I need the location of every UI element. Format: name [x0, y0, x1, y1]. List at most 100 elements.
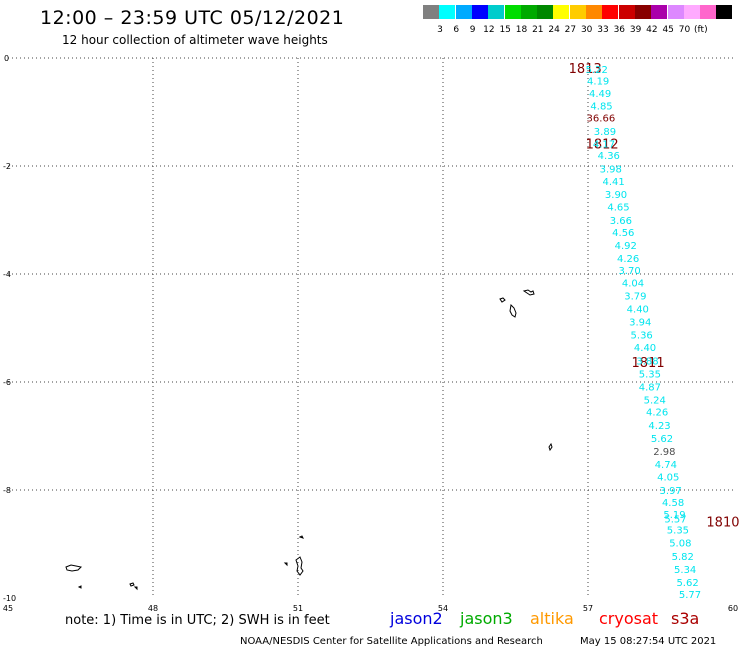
- scale-swatch: [488, 5, 505, 19]
- scale-tick-label: 15: [499, 25, 511, 35]
- wave-height-value: 3.89: [594, 127, 616, 138]
- map-title: 12:00 – 23:59 UTC 05/12/2021: [40, 7, 345, 29]
- axis-tick-labels: 45 48 51 54 57 60 0 -2 -4 -6 -8 -10: [3, 54, 738, 613]
- scale-swatch: [716, 5, 733, 19]
- island: [283, 562, 288, 567]
- scale-swatch: [537, 5, 554, 19]
- scale-swatch: [586, 5, 602, 19]
- satellite-legend-jason3: jason3: [460, 609, 513, 628]
- wave-height-value: 3.88: [636, 356, 658, 367]
- satellite-legend-altika: altika: [530, 609, 574, 628]
- wave-height-value: 5.35: [639, 369, 661, 380]
- longitude-tick-label: 57: [583, 604, 593, 613]
- orbit-track-label: 1811: [632, 356, 665, 371]
- scale-swatch: [700, 5, 717, 19]
- latitude-tick-label: -2: [3, 162, 11, 171]
- wave-height-value: 5.35: [667, 525, 689, 536]
- scale-tick-label: 42: [646, 25, 658, 35]
- scale-tick-label: 24: [548, 25, 560, 35]
- scale-tick-label: 39: [629, 25, 642, 35]
- scale-tick-label: 9: [469, 25, 476, 35]
- island: [499, 297, 506, 303]
- wave-height-value: 4.65: [607, 203, 629, 214]
- latitude-tick-label: 0: [4, 54, 9, 63]
- orbit-track-label: 1810: [706, 515, 739, 530]
- wave-height-value: 4.85: [590, 102, 612, 113]
- wave-height-value: 4.05: [657, 473, 679, 484]
- scale-tick-label: 27: [564, 25, 577, 35]
- scale-tick-label: 18: [515, 25, 528, 35]
- wave-height-value: 4.23: [648, 421, 670, 432]
- orbit-track-labels: 1813 1812 1811 1810: [569, 62, 740, 531]
- island: [65, 564, 83, 572]
- scale-swatch: [618, 5, 635, 19]
- wave-height-value: 4.26: [617, 254, 639, 265]
- wave-height-value: 4.58: [662, 498, 684, 509]
- latitude-tick-label: -8: [3, 486, 11, 495]
- scale-swatch: [553, 5, 570, 19]
- wave-height-value: 3.94: [629, 318, 651, 329]
- wave-height-value: 4.17: [593, 139, 615, 150]
- wave-height-value: 5.08: [669, 538, 691, 549]
- longitude-tick-label: 60: [728, 604, 738, 613]
- orbit-track-label: 1813: [569, 62, 602, 77]
- wave-height-value: 5.36: [631, 330, 653, 341]
- units-note: note: 1) Time is in UTC; 2) SWH is in fe…: [65, 613, 330, 628]
- wave-height-value: 3.90: [605, 190, 627, 201]
- longitude-tick-label: 48: [148, 604, 158, 613]
- wave-height-value: 4.41: [603, 177, 625, 188]
- wave-height-value: 5.77: [679, 590, 701, 601]
- wave-height-value: 4.40: [627, 305, 649, 316]
- wave-height-value: 4.56: [612, 228, 634, 239]
- wave-height-value: 5.22: [586, 65, 608, 76]
- island: [133, 586, 138, 591]
- wave-height-value: 5.24: [644, 395, 666, 406]
- scale-swatch: [651, 5, 668, 19]
- wave-height-value: 3.66: [610, 216, 632, 227]
- wave-height-value: 4.74: [655, 460, 677, 471]
- latitude-tick-label: -6: [3, 378, 11, 387]
- longitude-tick-label: 54: [438, 604, 448, 613]
- credit-line: NOAA/NESDIS Center for Satellite Applica…: [240, 636, 543, 647]
- scale-swatch: [455, 5, 472, 19]
- satellite-legend-s3a: s3a: [671, 609, 700, 628]
- scale-swatch: [634, 5, 651, 19]
- scale-swatch: [439, 5, 456, 19]
- map-subtitle: 12 hour collection of altimeter wave hei…: [62, 33, 328, 47]
- scale-tick-label: 33: [597, 25, 609, 35]
- wave-height-value: 5.62: [651, 434, 673, 445]
- wave-height-readings: 5.224.194.494.8536.663.894.174.363.984.4…: [586, 65, 702, 601]
- orbit-track-label: 1812: [586, 137, 619, 152]
- wave-height-value: 4.19: [587, 77, 609, 88]
- scale-tick-label: 70: [678, 25, 691, 35]
- scale-tick-label: 36: [613, 25, 626, 35]
- scale-tick-label: 6: [453, 25, 460, 35]
- wave-height-value: 5.57: [664, 515, 686, 526]
- latitude-tick-label: -10: [3, 594, 16, 603]
- island: [129, 582, 135, 587]
- satellite-legend-cryosat: cryosat: [599, 609, 659, 628]
- island: [522, 289, 535, 296]
- generation-timestamp: May 15 08:27:54 UTC 2021: [580, 636, 717, 647]
- wave-height-value: 3.70: [618, 266, 640, 277]
- scale-tick-label: 3: [437, 25, 443, 35]
- wave-height-value: 4.04: [622, 279, 644, 290]
- scale-tick-label: 12: [483, 25, 495, 35]
- scale-swatch: [471, 5, 488, 19]
- wave-height-value: 4.26: [646, 408, 668, 419]
- satellite-legend-jason2: jason2: [390, 609, 443, 628]
- latitude-tick-label: -4: [3, 270, 11, 279]
- island: [548, 442, 553, 452]
- map-grid: [8, 57, 733, 598]
- wave-height-value: 3.97: [660, 486, 682, 497]
- wave-height-value: 3.79: [624, 292, 646, 303]
- wave-height-value: 5.34: [674, 565, 696, 576]
- wave-height-value: 4.92: [615, 241, 637, 252]
- scale-tick-label: (ft): [694, 25, 708, 35]
- wave-height-value: 4.36: [598, 151, 620, 162]
- wave-height-value: 5.82: [672, 552, 694, 563]
- scale-swatch: [602, 5, 619, 19]
- scale-swatch: [683, 5, 700, 19]
- island-outlines: [65, 289, 553, 591]
